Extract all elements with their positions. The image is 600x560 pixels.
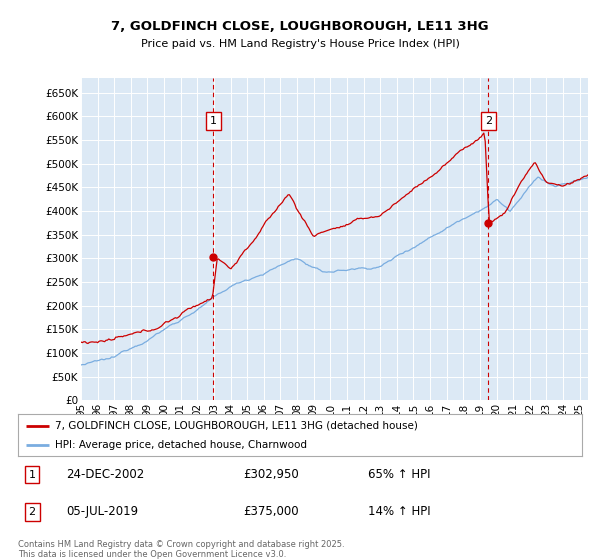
Text: 14% ↑ HPI: 14% ↑ HPI (368, 505, 430, 518)
Text: 24-DEC-2002: 24-DEC-2002 (66, 468, 144, 481)
Text: 2: 2 (485, 116, 492, 126)
Text: Price paid vs. HM Land Registry's House Price Index (HPI): Price paid vs. HM Land Registry's House … (140, 39, 460, 49)
Text: 65% ↑ HPI: 65% ↑ HPI (368, 468, 430, 481)
Text: HPI: Average price, detached house, Charnwood: HPI: Average price, detached house, Char… (55, 440, 307, 450)
Text: 7, GOLDFINCH CLOSE, LOUGHBOROUGH, LE11 3HG: 7, GOLDFINCH CLOSE, LOUGHBOROUGH, LE11 3… (111, 20, 489, 32)
Text: Contains HM Land Registry data © Crown copyright and database right 2025.
This d: Contains HM Land Registry data © Crown c… (18, 540, 344, 559)
Text: 2: 2 (29, 507, 35, 517)
Text: 1: 1 (29, 470, 35, 479)
Text: £302,950: £302,950 (244, 468, 299, 481)
Text: 05-JUL-2019: 05-JUL-2019 (66, 505, 138, 518)
Text: 1: 1 (210, 116, 217, 126)
Text: £375,000: £375,000 (244, 505, 299, 518)
Text: 7, GOLDFINCH CLOSE, LOUGHBOROUGH, LE11 3HG (detached house): 7, GOLDFINCH CLOSE, LOUGHBOROUGH, LE11 3… (55, 421, 418, 431)
